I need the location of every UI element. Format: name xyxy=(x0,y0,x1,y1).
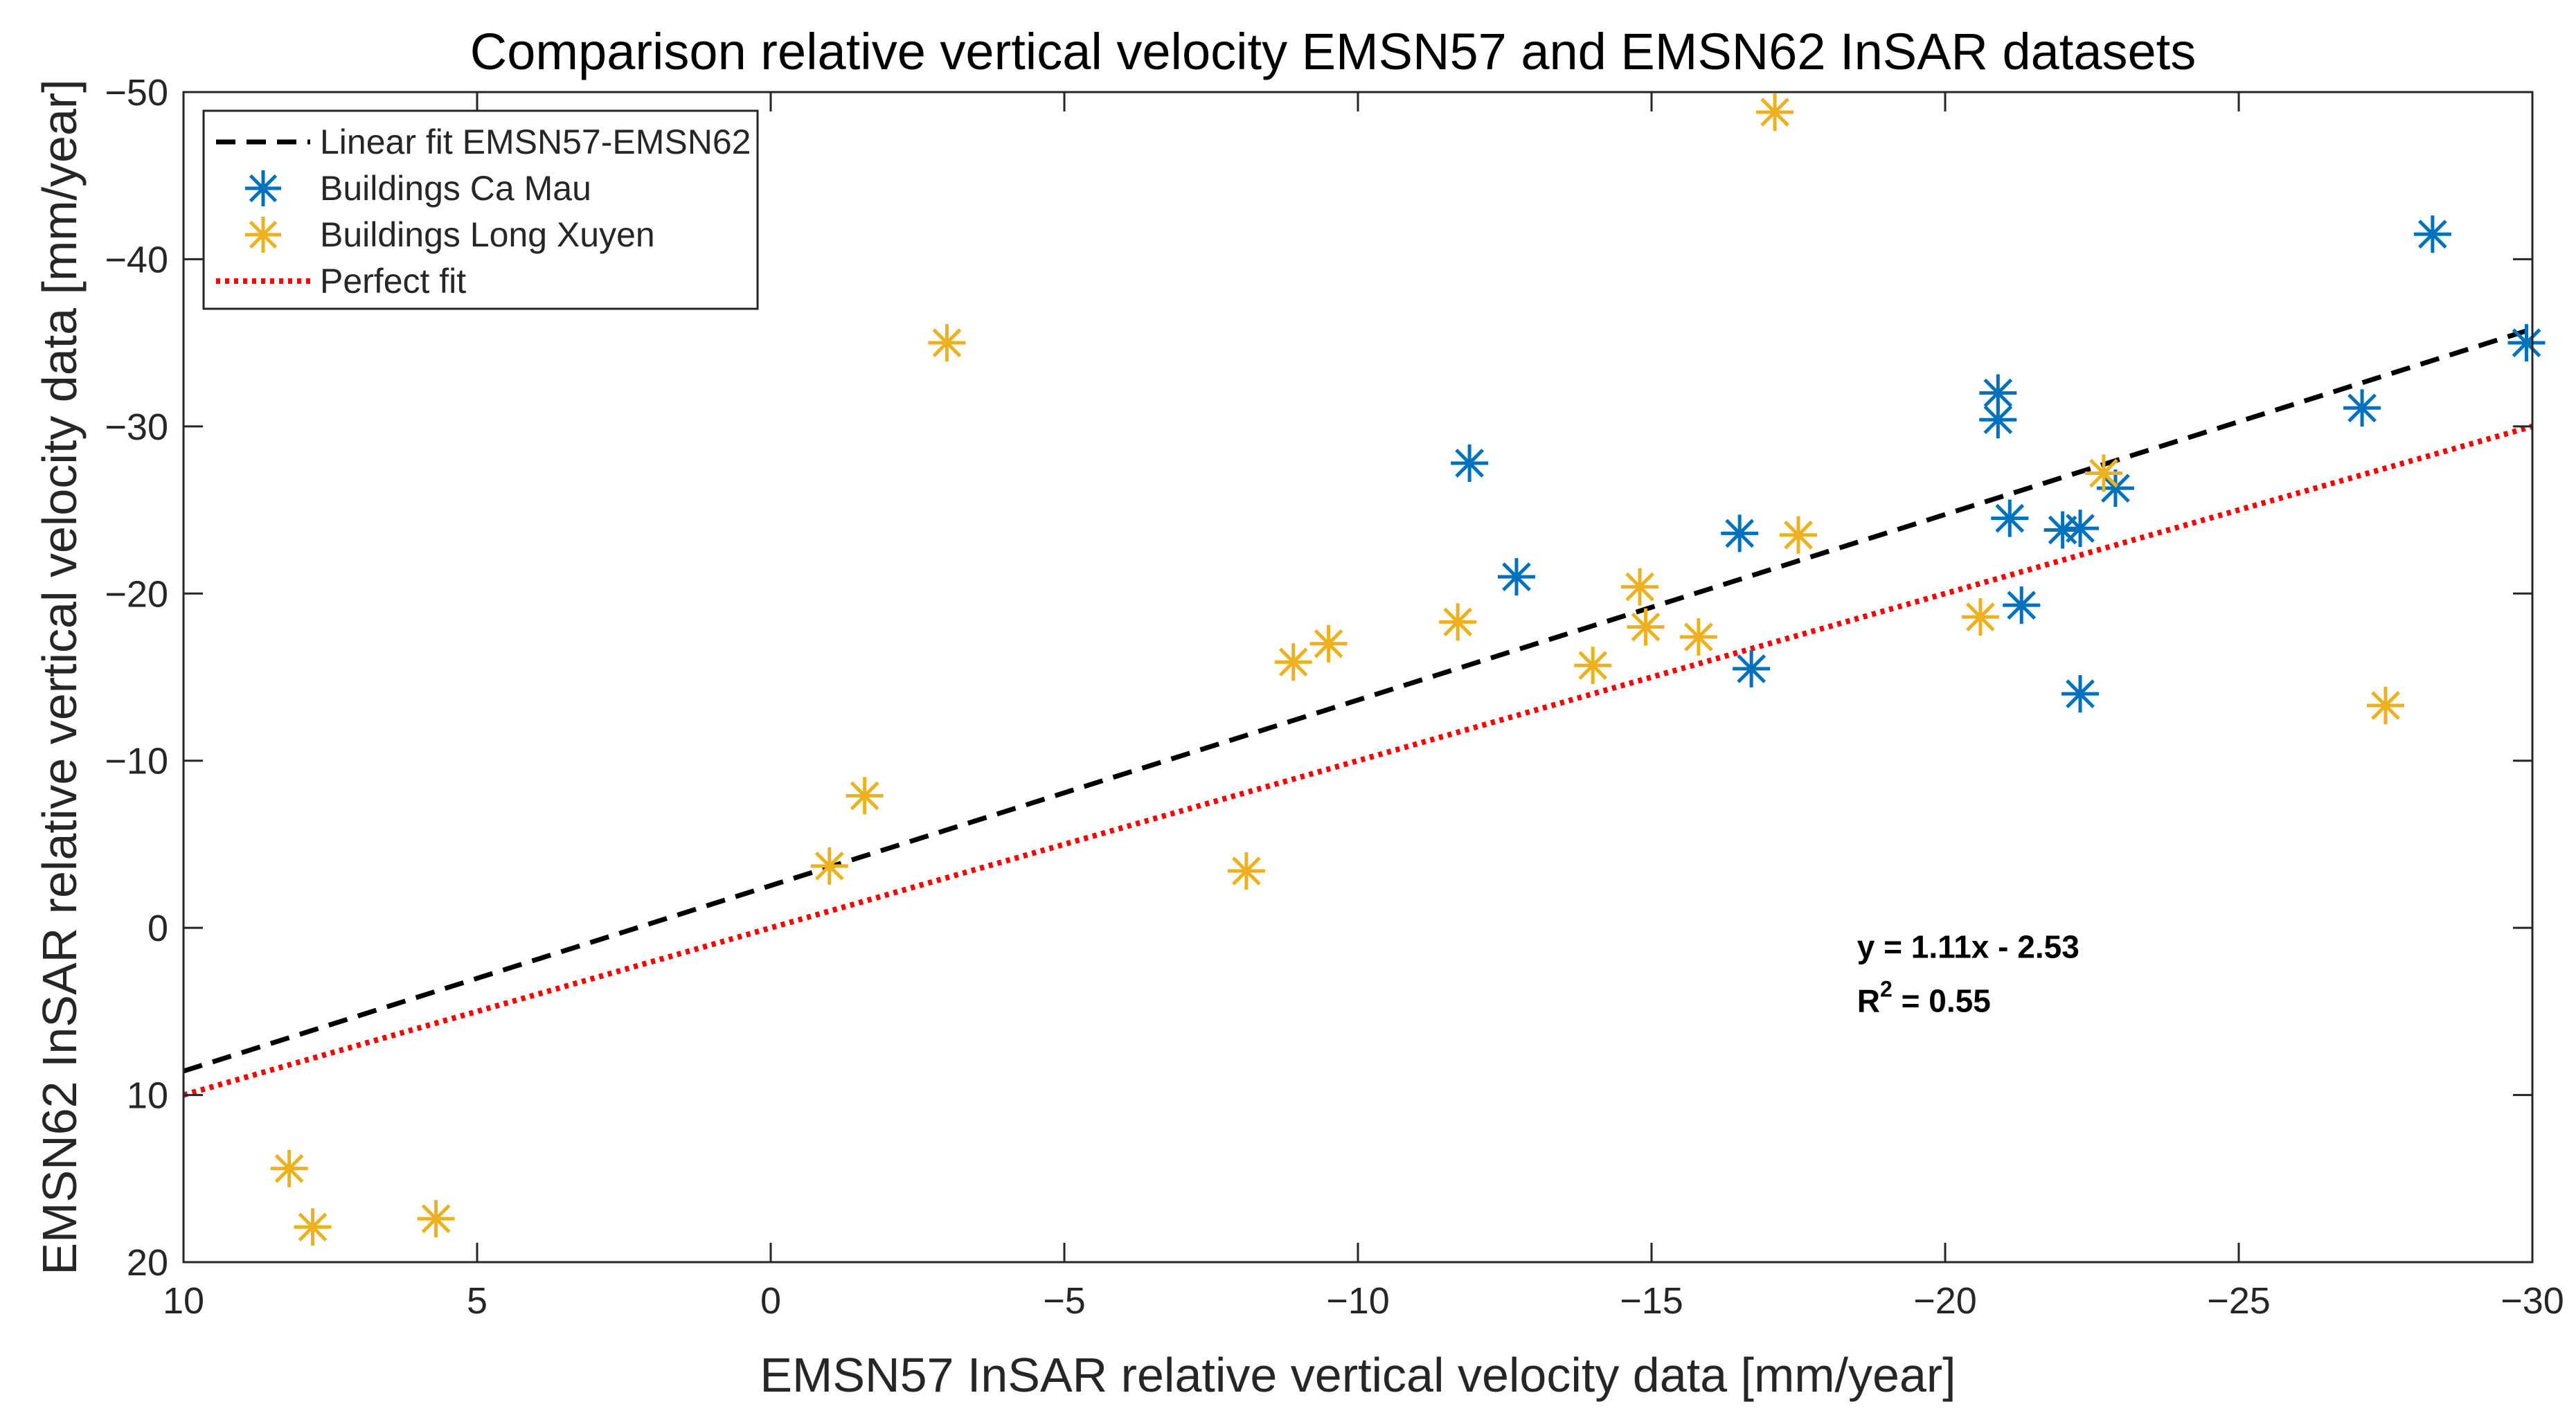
chart-title: Comparison relative vertical velocity EM… xyxy=(470,23,2196,80)
legend-entry: Linear fit EMSN57-EMSN62 xyxy=(216,123,751,161)
legend-entry: Buildings Long Xuyen xyxy=(245,215,655,254)
data-point-ca-mau xyxy=(1721,514,1759,552)
data-point-long-xuyen xyxy=(270,1149,308,1187)
y-tick-label: −20 xyxy=(105,573,168,615)
data-point-ca-mau xyxy=(1451,444,1489,482)
x-tick-label: 0 xyxy=(760,1280,781,1322)
data-point-long-xuyen xyxy=(810,847,848,885)
y-tick-label: 20 xyxy=(127,1242,168,1284)
data-point-long-xuyen xyxy=(928,324,966,362)
data-point-long-xuyen xyxy=(1780,516,1817,554)
data-point-long-xuyen xyxy=(1679,618,1717,656)
data-point-ca-mau xyxy=(1979,374,2017,412)
plot-area xyxy=(182,93,2546,1246)
data-point-ca-mau xyxy=(1991,499,2029,537)
legend: Linear fit EMSN57-EMSN62 Buildings Ca Mau… xyxy=(202,109,759,310)
y-tick-label: −10 xyxy=(105,741,168,782)
legend-label: Perfect fit xyxy=(320,262,466,300)
perfect-fit-line xyxy=(182,424,2534,1098)
legend-label: Buildings Ca Mau xyxy=(320,169,591,208)
legend-entry: Buildings Ca Mau xyxy=(245,169,591,208)
data-point-ca-mau xyxy=(1733,649,1771,687)
data-point-long-xuyen xyxy=(2367,687,2404,725)
data-point-long-xuyen xyxy=(2084,454,2122,492)
fit-equation: y = 1.11x - 2.53 xyxy=(1857,929,2079,965)
data-point-long-xuyen xyxy=(1961,598,1999,636)
y-tick-label: −50 xyxy=(105,72,168,114)
linear-fit-line xyxy=(182,326,2534,1074)
x-tick-label: −5 xyxy=(1043,1280,1086,1322)
data-point-ca-mau xyxy=(2507,324,2546,362)
data-point-ca-mau xyxy=(1979,401,2017,439)
legend-label: Buildings Long Xuyen xyxy=(320,215,655,254)
legend-entry: Perfect fit xyxy=(216,262,466,300)
x-tick-label: 5 xyxy=(467,1280,488,1322)
y-tick-label: 0 xyxy=(147,908,168,949)
data-point-ca-mau xyxy=(2003,586,2041,624)
fit-annotation: y = 1.11x - 2.53 R2 = 0.55 xyxy=(1857,929,2079,1019)
data-point-long-xuyen xyxy=(1439,603,1477,641)
x-tick-label: −10 xyxy=(1326,1280,1390,1322)
x-tick-label: −25 xyxy=(2207,1280,2271,1322)
x-tick-label: −15 xyxy=(1620,1280,1683,1322)
data-point-ca-mau xyxy=(1497,558,1535,596)
legend-marker-swatch xyxy=(245,217,281,253)
r-squared: R2 = 0.55 xyxy=(1857,977,1991,1019)
data-point-ca-mau xyxy=(2343,389,2381,427)
x-tick-label: −30 xyxy=(2501,1280,2564,1322)
y-tick-label: −40 xyxy=(105,239,168,280)
x-axis-label: EMSN57 InSAR relative vertical velocity … xyxy=(760,1348,1956,1402)
data-point-long-xuyen xyxy=(1574,647,1612,685)
data-point-long-xuyen xyxy=(294,1208,332,1246)
data-point-long-xuyen xyxy=(1621,568,1659,606)
data-point-long-xuyen xyxy=(1627,608,1665,646)
data-point-ca-mau xyxy=(2061,675,2100,713)
data-point-long-xuyen xyxy=(1274,643,1312,681)
y-tick-label: −30 xyxy=(105,406,168,448)
data-point-long-xuyen xyxy=(1756,93,1794,131)
r-squared-value: = 0.55 xyxy=(1893,983,1991,1019)
axis-ticks: 10 5 0 −5 −10 −15 −20 −25 −30−50−40−30−20−100102… xyxy=(105,72,2564,1322)
data-point-long-xuyen xyxy=(1309,624,1348,663)
data-point-long-xuyen xyxy=(1227,852,1265,890)
data-point-ca-mau xyxy=(2413,215,2451,253)
r-squared-prefix: R xyxy=(1857,983,1880,1019)
legend-label: Linear fit EMSN57-EMSN62 xyxy=(320,123,751,161)
data-point-ca-mau xyxy=(2061,510,2100,548)
y-axis-label: EMSN62 InSAR relative vertical velocity … xyxy=(33,79,87,1275)
data-point-long-xuyen xyxy=(846,777,884,815)
x-tick-label: −20 xyxy=(1913,1280,1977,1322)
x-tick-label: 10 xyxy=(163,1280,204,1322)
legend-marker-swatch xyxy=(245,170,281,206)
r-squared-superscript: 2 xyxy=(1880,977,1893,1002)
data-point-long-xuyen xyxy=(417,1200,455,1238)
y-tick-label: 10 xyxy=(127,1075,168,1117)
